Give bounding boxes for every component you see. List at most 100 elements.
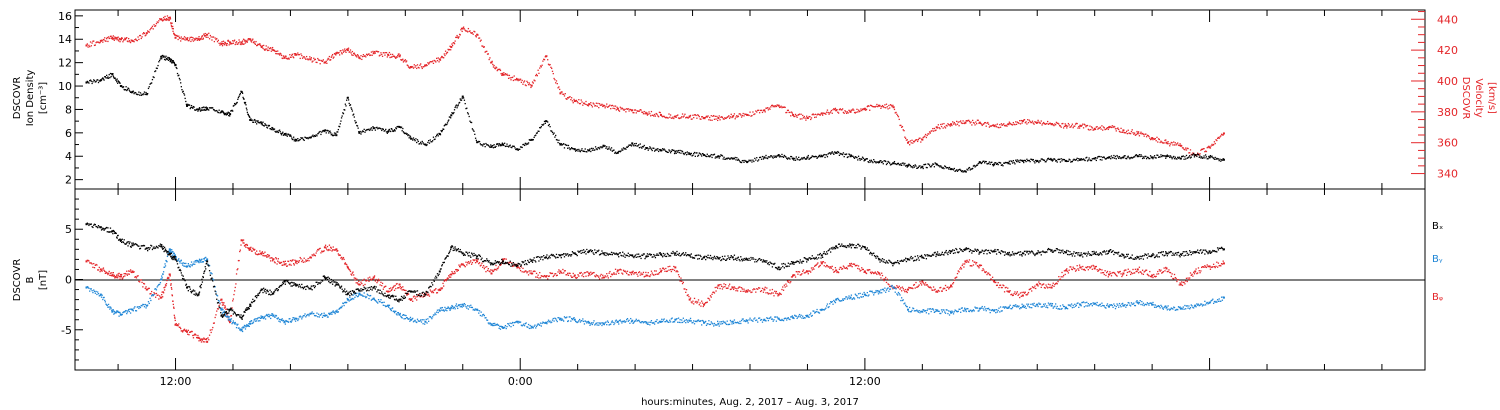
velocity-sample <box>472 33 474 35</box>
velocity-sample <box>253 40 255 43</box>
velocity-sample <box>841 109 843 111</box>
velocity-sample <box>898 118 900 121</box>
density-sample <box>379 127 381 130</box>
bz-sample <box>661 267 664 269</box>
bz-sample <box>618 272 620 275</box>
density-sample <box>870 159 872 161</box>
by-sample <box>161 275 163 277</box>
bz-sample <box>614 273 616 275</box>
velocity-sample <box>1119 131 1121 133</box>
bz-sample <box>896 285 898 287</box>
bz-sample <box>1213 265 1216 268</box>
density-sample <box>460 99 463 101</box>
bz-point <box>993 280 996 283</box>
bz-sample <box>1015 293 1017 296</box>
by-sample <box>89 290 91 292</box>
by-sample <box>94 292 96 294</box>
bz-sample <box>448 275 450 277</box>
density-sample <box>458 101 461 104</box>
density-sample <box>353 116 355 118</box>
bz-sample <box>928 286 931 289</box>
density-point <box>358 131 361 134</box>
bz-sample <box>591 272 594 275</box>
density-sample <box>1137 155 1140 157</box>
velocity-sample <box>603 105 606 107</box>
density-sample <box>255 120 257 122</box>
density-sample <box>207 108 209 111</box>
bz-sample <box>670 270 673 273</box>
bz-sample <box>173 306 175 308</box>
bz-sample <box>202 341 204 343</box>
density-sample <box>649 147 652 149</box>
by-sample <box>212 278 214 280</box>
velocity-sample <box>86 43 88 45</box>
density-sample <box>898 163 900 166</box>
velocity-sample <box>479 40 482 42</box>
by-point <box>160 278 163 281</box>
bz-sample <box>814 264 817 267</box>
density-sample <box>518 148 520 151</box>
velocity-sample <box>562 93 564 95</box>
bz-sample <box>754 288 756 290</box>
density-sample <box>358 131 360 133</box>
density-point <box>99 79 102 82</box>
bz-sample <box>1196 272 1198 275</box>
velocity-sample <box>292 56 294 58</box>
velocity-sample <box>604 107 606 109</box>
velocity-sample <box>1094 128 1097 131</box>
velocity-sample <box>1197 152 1199 154</box>
bz-sample <box>1054 283 1056 286</box>
velocity-sample <box>193 38 195 40</box>
density-sample <box>453 111 455 114</box>
density-sample <box>441 130 443 133</box>
bz-sample <box>987 272 990 274</box>
velocity-sample <box>280 54 283 57</box>
velocity-sample <box>988 126 991 128</box>
density-sample <box>873 158 875 161</box>
velocity-sample <box>701 116 703 118</box>
density-sample <box>275 131 278 133</box>
velocity-sample <box>847 112 849 114</box>
velocity-sample <box>787 109 789 111</box>
velocity-sample <box>855 111 857 113</box>
by-sample <box>181 262 183 265</box>
velocity-sample <box>506 73 508 75</box>
bz-sample <box>456 270 458 272</box>
density-sample <box>411 138 413 140</box>
density-sample <box>355 121 357 123</box>
density-sample <box>926 166 928 169</box>
density-sample <box>916 167 919 169</box>
velocity-sample <box>331 55 333 57</box>
velocity-sample <box>1066 125 1069 127</box>
velocity-sample <box>870 104 872 107</box>
density-sample <box>95 80 97 83</box>
density-sample <box>615 152 617 155</box>
density-sample <box>1165 157 1167 159</box>
density-sample <box>838 154 841 156</box>
density-sample <box>698 152 700 154</box>
density-sample <box>810 157 812 159</box>
bz-sample <box>1178 284 1180 286</box>
density-sample <box>455 104 458 106</box>
density-sample <box>185 103 188 105</box>
bz-sample <box>441 287 444 289</box>
velocity-sample <box>1019 120 1021 122</box>
by-sample <box>174 254 176 256</box>
velocity-sample <box>1216 137 1219 140</box>
density-sample <box>761 155 764 158</box>
density-sample <box>462 97 465 99</box>
density-sample <box>270 128 272 130</box>
velocity-sample <box>1165 139 1167 141</box>
density-sample <box>1034 162 1036 164</box>
by-sample <box>128 310 130 313</box>
bz-sample <box>764 286 766 288</box>
velocity-sample <box>936 127 939 129</box>
density-sample <box>718 157 720 159</box>
density-sample <box>914 164 916 166</box>
bz-sample <box>551 272 553 275</box>
velocity-sample <box>1097 128 1099 130</box>
velocity-sample <box>579 102 582 105</box>
density-sample <box>318 131 321 133</box>
bz-sample <box>1141 269 1144 271</box>
velocity-sample <box>117 36 119 38</box>
